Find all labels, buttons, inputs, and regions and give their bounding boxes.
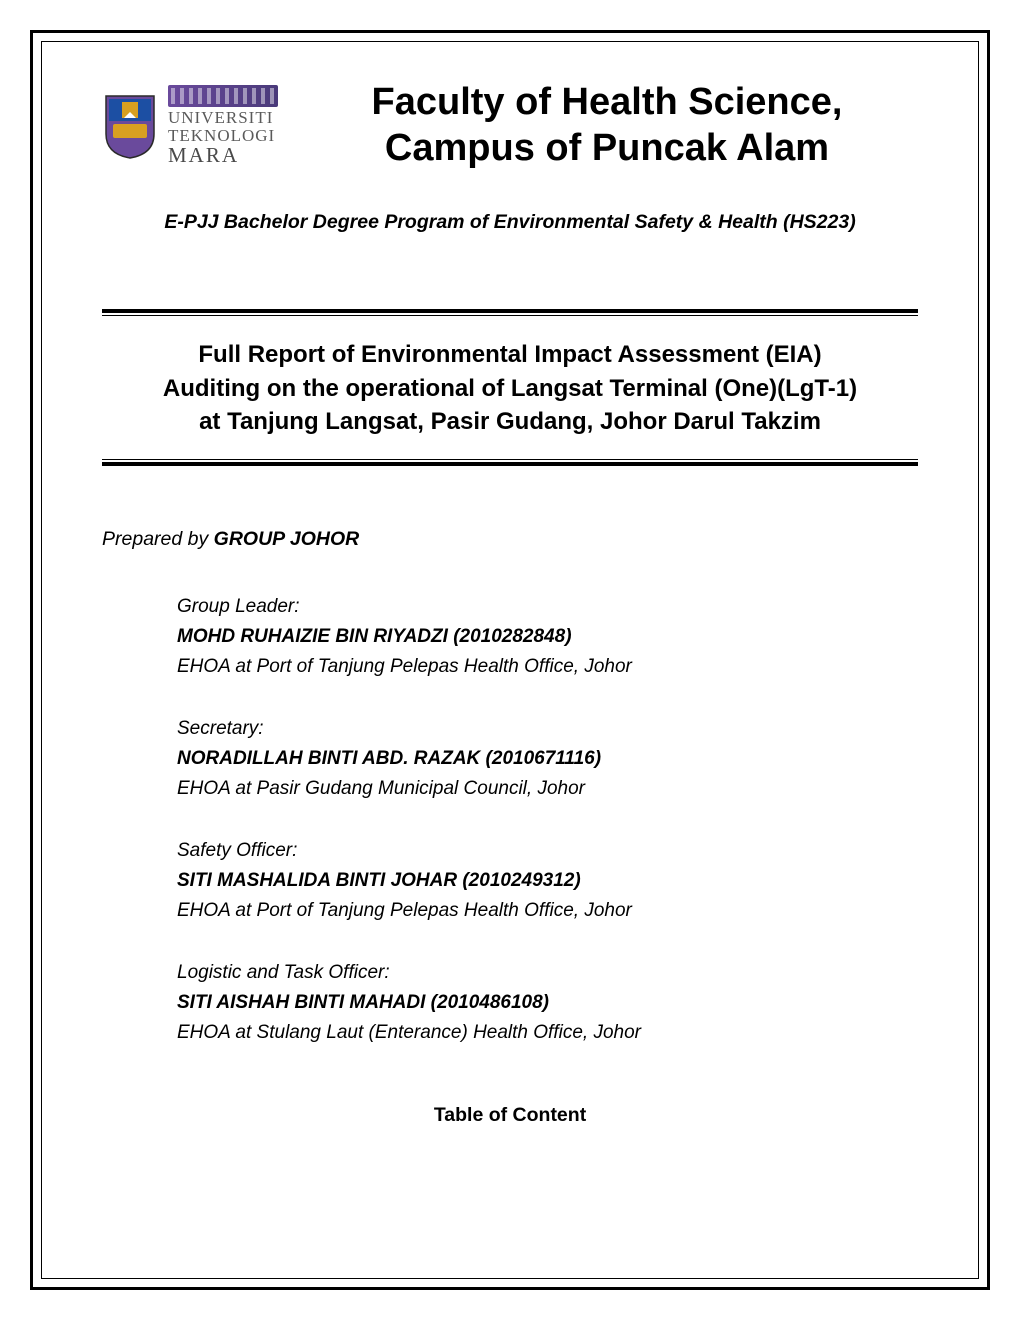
report-title-line2: Auditing on the operational of Langsat T… — [163, 375, 857, 402]
prepared-by-prefix: Prepared by — [102, 528, 214, 550]
member-role: Secretary: — [177, 718, 918, 740]
member-role: Group Leader: — [177, 596, 918, 618]
member-name: MOHD RUHAIZIE BIN RIYADZI (2010282848) — [177, 626, 918, 648]
member-affiliation: EHOA at Port of Tanjung Pelepas Health O… — [177, 900, 918, 922]
table-of-content-heading: Table of Content — [102, 1104, 918, 1127]
member-name: NORADILLAH BINTI ABD. RAZAK (2010671116) — [177, 748, 918, 770]
outer-border: UNIVERSITI TEKNOLOGI MARA Faculty of Hea… — [30, 30, 990, 1290]
divider-bottom — [102, 459, 918, 466]
member-block: Safety Officer: SITI MASHALIDA BINTI JOH… — [177, 840, 918, 922]
shield-icon — [102, 92, 158, 160]
member-block: Group Leader: MOHD RUHAIZIE BIN RIYADZI … — [177, 596, 918, 678]
member-block: Logistic and Task Officer: SITI AISHAH B… — [177, 962, 918, 1044]
header: UNIVERSITI TEKNOLOGI MARA Faculty of Hea… — [102, 80, 918, 171]
member-affiliation: EHOA at Port of Tanjung Pelepas Health O… — [177, 656, 918, 678]
logo-text: UNIVERSITI TEKNOLOGI MARA — [168, 85, 278, 167]
logo-mara: MARA — [168, 144, 278, 166]
member-affiliation: EHOA at Pasir Gudang Municipal Council, … — [177, 778, 918, 800]
logo-teknologi: TEKNOLOGI — [168, 127, 278, 145]
report-title-line3: at Tanjung Langsat, Pasir Gudang, Johor … — [199, 408, 821, 435]
faculty-title-line2: Campus of Puncak Alam — [385, 127, 829, 169]
member-name: SITI MASHALIDA BINTI JOHAR (2010249312) — [177, 870, 918, 892]
report-title: Full Report of Environmental Impact Asse… — [102, 338, 918, 439]
member-affiliation: EHOA at Stulang Laut (Enterance) Health … — [177, 1022, 918, 1044]
members-list: Group Leader: MOHD RUHAIZIE BIN RIYADZI … — [102, 596, 918, 1044]
report-title-line1: Full Report of Environmental Impact Asse… — [198, 341, 821, 368]
member-role: Safety Officer: — [177, 840, 918, 862]
member-role: Logistic and Task Officer: — [177, 962, 918, 984]
faculty-title: Faculty of Health Science, Campus of Pun… — [296, 80, 918, 171]
member-block: Secretary: NORADILLAH BINTI ABD. RAZAK (… — [177, 718, 918, 800]
faculty-title-line1: Faculty of Health Science, — [372, 81, 843, 123]
prepared-by: Prepared by GROUP JOHOR — [102, 528, 918, 551]
inner-border: UNIVERSITI TEKNOLOGI MARA Faculty of Hea… — [41, 41, 979, 1279]
arabic-script-icon — [168, 85, 278, 107]
uitm-logo: UNIVERSITI TEKNOLOGI MARA — [102, 85, 278, 167]
divider-top — [102, 309, 918, 316]
logo-universiti: UNIVERSITI — [168, 109, 278, 127]
prepared-by-group: GROUP JOHOR — [214, 528, 360, 550]
program-line: E-PJJ Bachelor Degree Program of Environ… — [102, 211, 918, 234]
member-name: SITI AISHAH BINTI MAHADI (2010486108) — [177, 992, 918, 1014]
